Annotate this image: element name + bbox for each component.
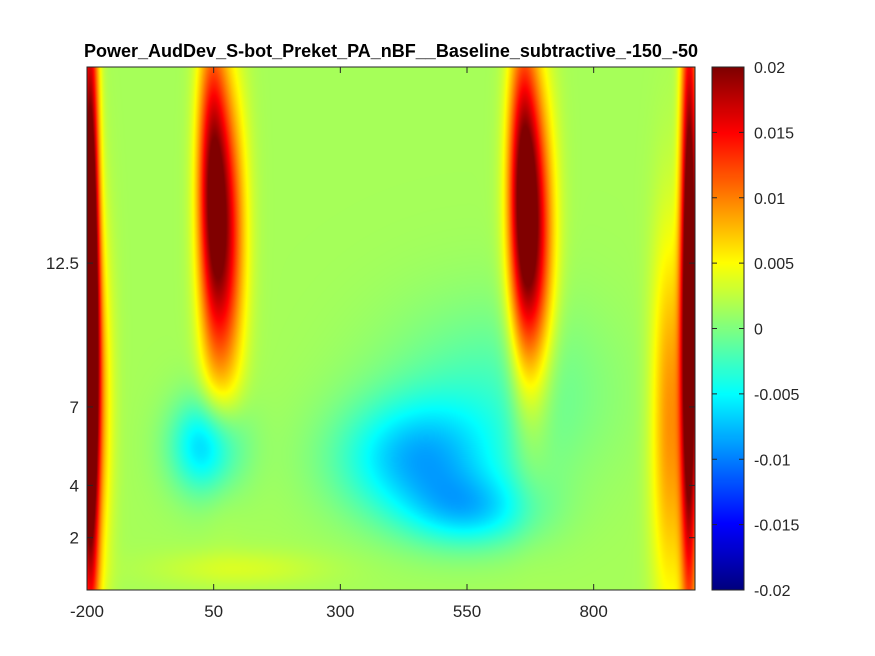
colorbar-tick-label: -0.01 <box>754 452 791 469</box>
colorbar-tick-label: 0.015 <box>754 125 794 142</box>
colorbar-tick-label: -0.005 <box>754 387 799 404</box>
colorbar: 0.02 0.015 0.01 0.005 0 -0.005 -0.01 -0.015 -0.0… <box>711 60 799 600</box>
y-tick-label: 7 <box>70 398 79 417</box>
colorbar-tick-label: 0.02 <box>754 60 785 77</box>
colorbar-ticks: 0.02 0.015 0.01 0.005 0 -0.005 -0.01 -0.015 -0.0… <box>712 60 799 600</box>
y-tick-label: 4 <box>70 476 79 495</box>
colorbar-tick-label: 0.01 <box>754 191 785 208</box>
y-axis-ticks: 2 4 7 12.5 <box>46 254 695 548</box>
plot-area: -200 50 300 550 800 2 4 7 12.5 <box>46 66 696 621</box>
colorbar-tick-label: 0 <box>754 322 763 339</box>
colorbar-tick-label: -0.015 <box>754 518 799 535</box>
x-axis-ticks: -200 50 300 550 800 <box>70 67 608 621</box>
colorbar-tick-label: -0.02 <box>754 583 791 600</box>
y-tick-label: 2 <box>70 529 79 548</box>
x-tick-label: -200 <box>70 602 104 621</box>
heatmap-canvas <box>87 67 695 590</box>
y-tick-label: 12.5 <box>46 254 79 273</box>
x-tick-label: 550 <box>453 602 481 621</box>
x-tick-label: 800 <box>579 602 607 621</box>
chart-title: Power_AudDev_S-bot_Preket_PA_nBF__Baseli… <box>84 41 698 61</box>
x-tick-label: 50 <box>204 602 223 621</box>
colorbar-tick-label: 0.005 <box>754 256 794 273</box>
plot-frame <box>86 66 696 591</box>
colorbar-gradient <box>712 67 744 590</box>
x-tick-label: 300 <box>326 602 354 621</box>
